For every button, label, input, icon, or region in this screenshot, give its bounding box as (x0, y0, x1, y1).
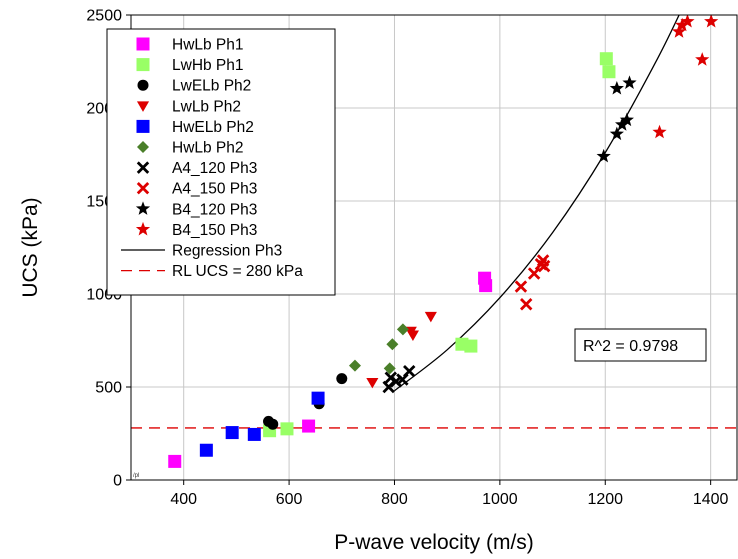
legend-a4-120-ph3-label: A4_120 Ph3 (172, 160, 257, 177)
y-axis-title: UCS (kPa) (19, 197, 42, 297)
legend-hwelb-ph2-label: HwELb Ph2 (172, 119, 254, 136)
lwhb-ph1-point (464, 339, 478, 353)
legend-b4-120-ph3-label: B4_120 Ph3 (172, 201, 257, 218)
x-tick-label: 800 (381, 491, 408, 508)
legend-hwlb-ph1-swatch (136, 37, 150, 51)
lwlb-ph2-point (424, 311, 437, 323)
b4-150-ph3-point (695, 52, 710, 66)
legend-a4-150-ph3-label: A4_150 Ph3 (172, 181, 257, 198)
b4-150-ph3-point (671, 24, 687, 38)
x-tick-label: 1000 (482, 491, 518, 508)
lwhb-ph1-point (599, 52, 613, 66)
hwlb-ph2-point (348, 359, 361, 372)
x-tick-label: 400 (170, 491, 197, 508)
a4-150-ph3-point (520, 298, 533, 311)
b4-150-ph3-point (675, 17, 690, 32)
a4-150-ph3-point (514, 280, 528, 293)
hwlb-ph2-point (383, 362, 396, 375)
r-squared-label: R^2 = 0.9798 (583, 338, 678, 355)
lwelb-ph2-point (267, 418, 279, 430)
a4-150-ph3-point (537, 259, 551, 273)
markers-layer (168, 15, 719, 468)
lwlb-ph2-point (366, 377, 379, 389)
hwelb-ph2-point (225, 426, 239, 440)
hwlb-ph1-point (302, 419, 316, 433)
r-squared-frame (574, 328, 707, 362)
b4-120-ph3-point (609, 126, 624, 141)
hwelb-ph2-point (247, 427, 261, 441)
b4-120-ph3-point (609, 81, 624, 95)
hwlb-ph2-point (396, 323, 409, 336)
lwlb-ph2-point (406, 330, 419, 341)
b4-120-ph3-point (596, 148, 611, 163)
y-tick-label: 2500 (86, 8, 122, 25)
legend-regression-ph3-label: Regression Ph3 (172, 243, 282, 260)
x-tick-label: 600 (276, 491, 303, 508)
y-tick-label: 500 (95, 380, 122, 397)
a4-120-ph3-point (403, 364, 416, 378)
legend-lwlb-ph2-label: LwLb Ph2 (172, 98, 241, 115)
hwelb-ph2-point (199, 443, 213, 457)
a4-150-ph3-point (527, 267, 541, 280)
hwlb-ph1-point (168, 454, 182, 468)
hwlb-ph1-point (479, 279, 493, 293)
lwhb-ph1-point (280, 422, 294, 436)
hwelb-ph2-point (311, 391, 325, 405)
b4-150-ph3-point (704, 15, 719, 28)
corner-mark: /pl (133, 473, 139, 479)
legend-lwhb-ph1-label: LwHb Ph1 (172, 57, 244, 74)
b4-150-ph3-point (652, 124, 667, 139)
legend-b4-150-ph3-label: B4_150 Ph3 (172, 222, 257, 239)
x-tick-label: 1400 (693, 491, 729, 508)
legend-hwlb-ph2-label: HwLb Ph2 (172, 140, 244, 157)
legend-frame (106, 28, 336, 296)
lwelb-ph2-point (336, 373, 348, 385)
x-tick-label: 1200 (587, 491, 623, 508)
x-axis-title: P-wave velocity (m/s) (334, 531, 534, 554)
y-tick-label: 0 (113, 473, 122, 490)
legend-lwelb-ph2-swatch (137, 79, 149, 91)
r-squared-box: R^2 = 0.9798 (574, 328, 707, 362)
hwlb-ph2-point (386, 338, 399, 351)
legend-a4-150-ph3-swatch (136, 181, 150, 195)
legend-b4-120-ph3-swatch (135, 201, 151, 215)
legend-hwelb-ph2-swatch (136, 119, 150, 133)
regression-ph3-curve (394, 15, 680, 392)
b4-120-ph3-point (615, 117, 630, 131)
legend-lwlb-ph2-swatch (136, 101, 150, 112)
legend-lwhb-ph1-swatch (136, 58, 150, 72)
legend: HwLb Ph1 LwHb Ph1 LwELb Ph2 LwLb Ph2 HwELb P… (106, 28, 336, 296)
legend-b4-150-ph3-swatch (135, 221, 151, 236)
legend-lwelb-ph2-label: LwELb Ph2 (172, 78, 251, 95)
lwhb-ph1-point (602, 65, 616, 79)
b4-120-ph3-point (622, 75, 637, 89)
b4-150-ph3-point (680, 15, 695, 28)
b4-120-ph3-point (619, 112, 634, 127)
legend-hwlb-ph2-swatch (137, 141, 149, 153)
legend-hwlb-ph1-label: HwLb Ph1 (172, 37, 244, 54)
legend-a4-120-ph3-swatch (136, 161, 150, 174)
legend-rl-ucs-280-kpa-label: RL UCS = 280 kPa (172, 263, 303, 280)
